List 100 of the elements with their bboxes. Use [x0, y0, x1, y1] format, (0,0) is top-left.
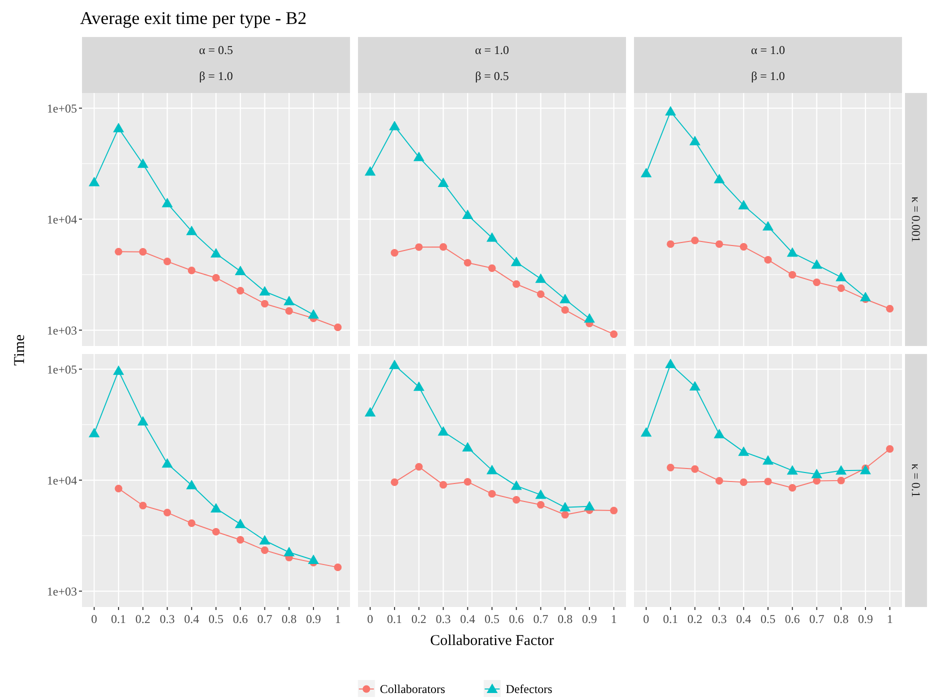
point	[488, 264, 496, 272]
y-axis-title: Time	[12, 334, 28, 366]
point	[163, 258, 172, 266]
chart-title: α = 1.0	[474, 43, 510, 57]
point	[260, 546, 269, 554]
point	[610, 506, 618, 514]
point	[113, 122, 124, 132]
point	[88, 428, 100, 438]
point	[334, 324, 342, 332]
point	[610, 330, 618, 338]
point	[137, 158, 148, 168]
point	[464, 258, 472, 267]
chart-subtitle: β = 0.5	[475, 69, 509, 83]
point	[561, 510, 569, 519]
point	[738, 446, 750, 456]
x-tick-label: 0.9	[306, 612, 321, 626]
text: Average exit time per type - B2	[80, 8, 307, 28]
point	[236, 286, 244, 294]
point	[860, 292, 871, 302]
x-tick-label: 0.2	[135, 612, 150, 626]
x-tick-label: 0.1	[111, 612, 126, 626]
point	[665, 106, 676, 116]
point	[536, 500, 545, 509]
x-tick-label: 0	[643, 612, 650, 626]
point	[837, 284, 845, 292]
point	[837, 476, 845, 484]
point	[812, 278, 821, 286]
point	[364, 166, 376, 176]
point	[212, 528, 220, 536]
point	[188, 519, 196, 527]
point	[665, 358, 676, 368]
point	[512, 496, 520, 504]
point	[462, 210, 474, 220]
x-tick-label: 0	[367, 612, 374, 626]
point	[186, 480, 198, 490]
point	[389, 360, 400, 370]
x-tick-label: 0.3	[436, 612, 451, 626]
point	[836, 272, 847, 282]
point	[439, 243, 448, 251]
x-tick-label: 0.8	[834, 612, 849, 626]
point	[640, 427, 652, 437]
y-tick-label: 1e+05	[46, 362, 77, 376]
y-tick-label: 1e+04	[46, 473, 77, 488]
point	[740, 478, 748, 486]
y2-axis-title: κ = 0.1	[909, 464, 923, 498]
point	[438, 177, 449, 187]
point	[188, 266, 196, 274]
point	[640, 168, 652, 178]
chart-title: α = 0.5	[198, 43, 234, 57]
point	[260, 300, 269, 308]
point	[535, 273, 546, 283]
point	[691, 236, 699, 244]
point	[535, 489, 546, 499]
x-tick-label: 0.8	[558, 612, 573, 626]
point	[886, 445, 894, 453]
point	[415, 243, 423, 251]
point	[236, 536, 244, 544]
y2-axis-title: κ = 0.001	[909, 196, 923, 242]
point	[560, 294, 571, 304]
point	[162, 198, 173, 208]
x-tick-label: 0.9	[582, 612, 597, 626]
x-tick-label: 0.3	[160, 612, 175, 626]
x-tick-label: 0.5	[484, 612, 500, 626]
x-tick-label: 0	[91, 612, 98, 626]
x-tick-label: 0.7	[257, 612, 272, 626]
chart-subtitle: β = 1.0	[751, 69, 785, 83]
point	[536, 290, 545, 298]
x-tick-label: 0.2	[687, 612, 702, 626]
point	[413, 381, 424, 391]
point	[259, 286, 270, 296]
point	[886, 304, 894, 313]
point	[762, 220, 774, 230]
point	[584, 500, 595, 510]
point	[438, 426, 449, 436]
point	[740, 242, 748, 251]
point	[786, 247, 798, 257]
chart-subtitle: β = 1.0	[199, 69, 233, 83]
point	[715, 240, 724, 248]
point	[162, 458, 173, 468]
point	[510, 256, 522, 266]
y-tick-label: 1e+03	[46, 584, 77, 598]
y-tick-label: 1e+03	[46, 323, 77, 338]
chart-title: α = 1.0	[750, 43, 786, 57]
x-axis-title: Collaborative Factor	[430, 633, 554, 649]
point	[811, 468, 822, 478]
point	[689, 136, 700, 146]
x-tick-label: 0.7	[533, 612, 548, 626]
point	[462, 442, 474, 452]
point	[364, 407, 376, 417]
x-tick-label: 0.6	[784, 612, 800, 626]
point	[137, 416, 148, 426]
point	[259, 535, 270, 545]
point	[811, 259, 822, 269]
point	[210, 248, 222, 258]
point	[113, 365, 124, 375]
point	[486, 464, 498, 474]
point	[210, 502, 222, 512]
point	[738, 200, 750, 210]
point	[114, 484, 122, 492]
point	[88, 176, 100, 186]
